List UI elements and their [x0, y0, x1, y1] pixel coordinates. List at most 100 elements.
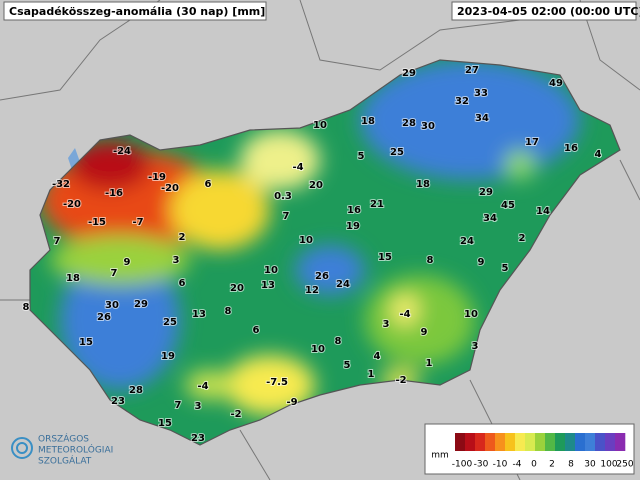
station-value: 2 [519, 233, 526, 244]
station-value: 12 [305, 285, 319, 296]
legend-label: -30 [474, 460, 489, 470]
station-value: -2 [230, 409, 241, 420]
legend-swatch [555, 433, 566, 451]
station-value: -24 [113, 146, 131, 157]
legend-label: 30 [584, 460, 596, 470]
station-value: 7 [111, 268, 118, 279]
legend-swatch [455, 433, 466, 451]
station-value: 0.3 [274, 191, 292, 202]
title-box [3, 1, 267, 21]
station-value: 3 [472, 341, 479, 352]
station-value: 20 [230, 283, 244, 294]
station-value: 3 [195, 401, 202, 412]
station-value: 10 [311, 344, 325, 355]
station-value: 8 [335, 336, 342, 347]
station-value: 9 [421, 327, 428, 338]
legend-swatch [585, 433, 596, 451]
station-value: 24 [460, 236, 474, 247]
station-value: 13 [192, 309, 206, 320]
legend-swatch [565, 433, 576, 451]
title: Csapadékösszeg-anomália (30 nap) [mm] [9, 5, 265, 18]
legend-label: -100 [452, 460, 473, 470]
station-value: 5 [358, 151, 365, 162]
legend-label: 100 [600, 460, 617, 470]
station-value: 24 [336, 279, 350, 290]
legend-swatch [465, 433, 476, 451]
station-value: -19 [148, 172, 166, 183]
legend-label: -4 [513, 460, 522, 470]
legend-unit: mm [431, 451, 449, 461]
station-value: 45 [501, 200, 515, 211]
station-value: 6 [205, 179, 212, 190]
station-value: -7.5 [266, 377, 288, 388]
station-value: 29 [479, 187, 493, 198]
legend-swatch [545, 433, 556, 451]
station-value: 16 [564, 143, 578, 154]
station-value: 32 [455, 96, 469, 107]
legend-swatch [515, 433, 526, 451]
station-value: 25 [390, 147, 404, 158]
station-value: -20 [63, 199, 81, 210]
station-value: 23 [191, 433, 205, 444]
station-value: 17 [525, 137, 539, 148]
station-value: 10 [264, 265, 278, 276]
legend-label: 2 [549, 460, 555, 470]
station-value: 26 [315, 271, 329, 282]
station-value: 25 [163, 317, 177, 328]
logo-text: ORSZÁGOS [38, 433, 89, 445]
timestamp: 2023-04-05 02:00 (00:00 UTC) [457, 5, 640, 18]
logo: ORSZÁGOS METEOROLÓGIAI SZOLGÁLAT [11, 433, 113, 467]
station-value: 33 [474, 88, 488, 99]
legend-swatch [575, 433, 586, 451]
station-value: 34 [483, 213, 497, 224]
station-value: 15 [158, 418, 172, 429]
station-value: 8 [23, 302, 30, 313]
station-value: -7 [132, 217, 143, 228]
legend-swatch [615, 433, 626, 451]
station-value: 15 [378, 252, 392, 263]
legend-swatch [505, 433, 516, 451]
station-value: 9 [124, 257, 131, 268]
station-value: 20 [309, 180, 323, 191]
legend-swatch [525, 433, 536, 451]
station-value: 19 [346, 221, 360, 232]
legend-swatch [495, 433, 506, 451]
legend-swatch [605, 433, 616, 451]
station-value: -20 [161, 183, 179, 194]
station-value: 18 [361, 116, 375, 127]
station-value: 10 [299, 235, 313, 246]
station-value: 29 [402, 68, 416, 79]
station-value: 5 [502, 263, 509, 274]
station-value: 49 [549, 78, 563, 89]
station-value: 4 [374, 351, 381, 362]
legend-label: 8 [568, 460, 574, 470]
legend-label: -10 [493, 460, 508, 470]
station-value: 7 [175, 400, 182, 411]
station-value: 15 [79, 337, 93, 348]
station-value: 1 [426, 358, 433, 369]
station-value: -32 [52, 179, 70, 190]
logo-icon [11, 437, 33, 459]
station-value: 29 [134, 299, 148, 310]
legend-swatch [485, 433, 496, 451]
station-value: -16 [105, 188, 123, 199]
station-value: 16 [347, 205, 361, 216]
station-value: 28 [129, 385, 143, 396]
station-value: 27 [465, 65, 479, 76]
station-value: 4 [595, 149, 602, 160]
station-value: -15 [88, 217, 106, 228]
station-value: -2 [395, 375, 406, 386]
legend-swatch [535, 433, 546, 451]
station-value: 6 [179, 278, 186, 289]
station-value: 6 [253, 325, 260, 336]
logo-text: SZOLGÁLAT [38, 455, 92, 467]
station-value: 5 [344, 360, 351, 371]
station-value: 1 [368, 369, 375, 380]
logo-icon [16, 442, 28, 454]
station-value: 8 [427, 255, 434, 266]
station-value: 3 [173, 255, 180, 266]
station-value: 30 [421, 121, 435, 132]
